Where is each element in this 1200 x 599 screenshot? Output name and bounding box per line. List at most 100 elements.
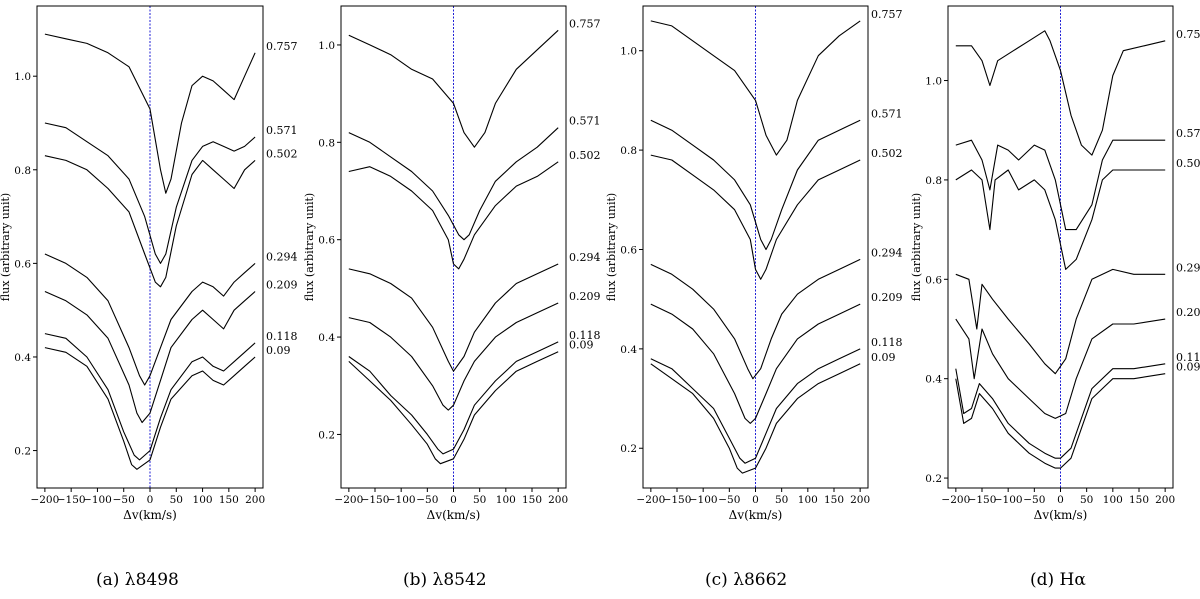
series-label: 0.502 bbox=[266, 147, 298, 160]
series-label: 0.757 bbox=[569, 17, 601, 30]
x-tick-label: 0 bbox=[752, 494, 759, 506]
series-label: 0.118 bbox=[266, 330, 298, 343]
chart-panel-c: 0.7570.5710.5020.2940.2090.1180.09−200−1… bbox=[605, 5, 903, 522]
y-tick-label: 1.0 bbox=[925, 76, 942, 88]
series-line-5 bbox=[650, 348, 861, 464]
series-line-5 bbox=[348, 341, 559, 455]
series-label: 0.118 bbox=[1176, 351, 1200, 364]
series-label: 0.502 bbox=[1176, 157, 1200, 170]
x-tick-label: 50 bbox=[170, 494, 183, 506]
y-axis-label: flux (arbitrary unit) bbox=[0, 193, 12, 301]
x-tick-label: 0 bbox=[147, 494, 154, 506]
x-tick-label: 150 bbox=[219, 494, 239, 506]
x-tick-label: −200 bbox=[941, 494, 970, 506]
x-tick-label: 100 bbox=[193, 494, 213, 506]
caption-panel-a: (a) λ8498 bbox=[96, 570, 179, 590]
y-tick-label: 1.0 bbox=[14, 71, 31, 83]
series-line-0 bbox=[955, 30, 1166, 156]
x-tick-label: −150 bbox=[361, 494, 390, 506]
series-label: 0.209 bbox=[266, 278, 298, 291]
y-axis-label: flux (arbitrary unit) bbox=[910, 193, 923, 301]
y-tick-label: 0.6 bbox=[620, 244, 637, 256]
x-tick-label: 150 bbox=[522, 494, 542, 506]
series-label: 0.757 bbox=[871, 8, 903, 21]
y-tick-label: 0.6 bbox=[14, 258, 31, 270]
series-line-3 bbox=[650, 258, 861, 380]
series-line-1 bbox=[44, 122, 256, 264]
series-label: 0.09 bbox=[266, 344, 291, 357]
series-label: 0.502 bbox=[871, 147, 903, 160]
series-label: 0.757 bbox=[266, 40, 298, 53]
series-label: 0.571 bbox=[569, 115, 601, 128]
series-label: 0.757 bbox=[1176, 28, 1200, 41]
x-axis-label: Δv(km/s) bbox=[729, 508, 783, 522]
x-tick-label: −150 bbox=[663, 494, 692, 506]
series-line-0 bbox=[44, 33, 256, 194]
y-tick-label: 1.0 bbox=[318, 40, 335, 52]
series-line-1 bbox=[348, 127, 559, 241]
series-line-4 bbox=[44, 290, 256, 424]
x-tick-label: −100 bbox=[387, 494, 416, 506]
x-tick-label: −50 bbox=[113, 494, 135, 506]
y-tick-label: 0.2 bbox=[925, 473, 942, 485]
x-tick-label: 200 bbox=[850, 494, 870, 506]
series-label: 0.571 bbox=[871, 107, 903, 120]
chart-panel-a: 0.7570.5710.5020.2940.2090.1180.09−200−1… bbox=[0, 5, 298, 522]
x-tick-label: −150 bbox=[968, 494, 997, 506]
series-line-3 bbox=[348, 263, 559, 372]
x-axis-label: Δv(km/s) bbox=[427, 508, 481, 522]
x-tick-label: 100 bbox=[798, 494, 818, 506]
x-tick-label: −50 bbox=[1023, 494, 1045, 506]
x-tick-label: 50 bbox=[473, 494, 486, 506]
x-tick-label: 150 bbox=[1129, 494, 1149, 506]
x-tick-label: −200 bbox=[30, 494, 59, 506]
caption-panel-b: (b) λ8542 bbox=[403, 570, 487, 590]
x-tick-label: 200 bbox=[245, 494, 265, 506]
series-line-3 bbox=[44, 253, 256, 386]
series-label: 0.294 bbox=[266, 250, 298, 263]
series-label: 0.294 bbox=[871, 246, 903, 259]
y-tick-label: 0.6 bbox=[318, 235, 335, 247]
x-tick-label: −200 bbox=[636, 494, 665, 506]
y-tick-label: 0.4 bbox=[620, 344, 637, 356]
caption-panel-c: (c) λ8662 bbox=[705, 570, 788, 590]
x-tick-label: −50 bbox=[416, 494, 438, 506]
x-axis-label: Δv(km/s) bbox=[1034, 508, 1088, 522]
series-line-3 bbox=[955, 268, 1166, 375]
chart-panel-d: 0.7570.5710.5020.2940.2090.1180.09−200−1… bbox=[910, 5, 1200, 522]
y-tick-label: 0.4 bbox=[14, 352, 31, 364]
series-line-4 bbox=[650, 303, 861, 424]
y-tick-label: 0.2 bbox=[318, 429, 335, 441]
series-label: 0.571 bbox=[1176, 127, 1200, 140]
series-label: 0.294 bbox=[1176, 261, 1200, 274]
chart-panel-b: 0.7570.5710.5020.2940.2090.1180.09−200−1… bbox=[303, 5, 601, 522]
series-line-6 bbox=[955, 373, 1166, 469]
series-line-0 bbox=[348, 29, 559, 148]
series-line-2 bbox=[348, 161, 559, 270]
x-tick-label: −100 bbox=[994, 494, 1023, 506]
y-tick-label: 1.0 bbox=[620, 46, 637, 58]
y-tick-label: 0.2 bbox=[620, 443, 637, 455]
series-line-2 bbox=[650, 154, 861, 280]
series-line-6 bbox=[650, 363, 861, 474]
x-tick-label: 100 bbox=[1103, 494, 1123, 506]
x-tick-label: −200 bbox=[334, 494, 363, 506]
series-label: 0.502 bbox=[569, 149, 601, 162]
y-axis-label: flux (arbitrary unit) bbox=[303, 193, 316, 301]
y-tick-label: 0.8 bbox=[318, 137, 335, 149]
series-label: 0.09 bbox=[871, 351, 896, 364]
series-line-5 bbox=[44, 333, 256, 461]
y-axis-label: flux (arbitrary unit) bbox=[605, 193, 618, 301]
series-line-2 bbox=[955, 169, 1166, 270]
x-tick-label: −150 bbox=[57, 494, 86, 506]
y-tick-label: 0.6 bbox=[925, 274, 942, 286]
series-line-4 bbox=[955, 318, 1166, 419]
x-tick-label: 0 bbox=[1057, 494, 1064, 506]
series-label: 0.209 bbox=[1176, 306, 1200, 319]
x-tick-label: 150 bbox=[824, 494, 844, 506]
caption-panel-d: (d) Hα bbox=[1030, 570, 1086, 590]
y-tick-label: 0.4 bbox=[318, 332, 335, 344]
series-label: 0.09 bbox=[1176, 361, 1200, 374]
y-tick-label: 0.4 bbox=[925, 374, 942, 386]
x-tick-label: −100 bbox=[83, 494, 112, 506]
